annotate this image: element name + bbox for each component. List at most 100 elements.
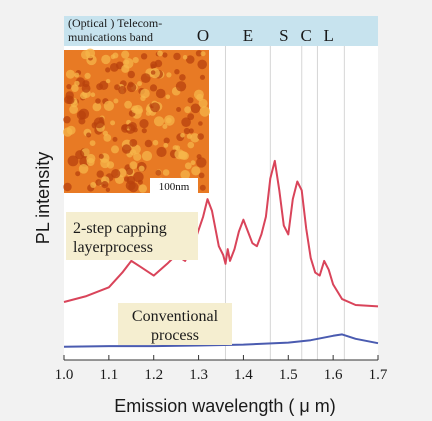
afm-grain [190, 103, 201, 114]
afm-grain [144, 139, 153, 148]
afm-grain [112, 136, 118, 142]
afm-grain [174, 149, 185, 160]
afm-grain [176, 107, 182, 112]
afm-grain [175, 81, 187, 92]
x-tick-label: 1.5 [279, 367, 298, 383]
afm-grain [105, 187, 111, 192]
afm-grain [140, 88, 150, 99]
afm-grain [149, 84, 158, 92]
afm-grain [90, 182, 97, 188]
afm-grain [113, 98, 119, 104]
afm-grain [162, 52, 168, 58]
annotation-conventional-line: Conventional [132, 308, 219, 325]
annotation-box-conventional [118, 303, 232, 345]
afm-grain [86, 153, 96, 164]
band-letter-E: E [243, 26, 253, 45]
afm-grain [92, 102, 102, 112]
afm-grain [138, 184, 147, 193]
afm-grain [95, 179, 102, 186]
afm-grain [121, 144, 132, 154]
afm-grain [150, 64, 156, 70]
afm-grain [187, 141, 195, 149]
band-header-label: (Optical ) Telecom-munications band [68, 16, 162, 44]
afm-grain [157, 50, 163, 57]
afm-grain [156, 146, 167, 158]
afm-grain [124, 100, 132, 109]
afm-grain [121, 50, 130, 59]
afm-grain [199, 184, 206, 191]
afm-grain [190, 133, 200, 143]
scale-bar [168, 194, 178, 197]
afm-grain [103, 100, 114, 111]
afm-grain [98, 153, 104, 159]
x-tick-label: 1.3 [189, 367, 208, 383]
afm-grain [198, 172, 205, 179]
y-axis-label: PL intensity [33, 152, 53, 244]
series-layer [63, 159, 379, 348]
afm-grain [187, 97, 194, 104]
afm-grain [71, 84, 79, 92]
afm-inset: 100nm [62, 48, 210, 197]
afm-grain [163, 137, 170, 144]
afm-grain [63, 182, 72, 192]
afm-grain [197, 59, 207, 70]
afm-grain [184, 162, 192, 170]
afm-grain [180, 170, 190, 180]
afm-grain [163, 142, 169, 148]
afm-grain [179, 74, 186, 81]
afm-grain [74, 80, 80, 87]
afm-grain [63, 116, 71, 124]
afm-grain [162, 169, 170, 176]
afm-grain [185, 55, 195, 64]
afm-grain [150, 102, 161, 113]
afm-grain [174, 69, 180, 75]
afm-grain [129, 161, 138, 170]
afm-grain [90, 92, 96, 97]
afm-grain [86, 132, 92, 138]
afm-grain [110, 120, 116, 126]
annotation-two-step-line: layerprocess [73, 239, 153, 256]
afm-grain [69, 105, 78, 114]
afm-grain [76, 110, 86, 120]
afm-grain [197, 133, 204, 140]
afm-grain [62, 127, 73, 137]
band-letter-S: S [279, 26, 288, 45]
band-header: (Optical ) Telecom-munications band O E S C L [64, 16, 378, 46]
afm-grain [109, 63, 119, 72]
afm-grain [75, 171, 81, 177]
afm-grain [125, 167, 134, 175]
afm-grain [105, 78, 111, 84]
afm-grain [67, 155, 79, 167]
afm-grain [196, 157, 207, 168]
afm-grain [198, 98, 208, 108]
afm-grain [182, 55, 188, 60]
afm-grain [191, 166, 201, 176]
afm-grain [181, 117, 191, 127]
scale-bar-label-box [150, 178, 198, 194]
afm-grain [105, 67, 111, 73]
afm-grain [124, 59, 130, 65]
band-letter-L: L [323, 26, 333, 45]
band-header-label-line: (Optical ) Telecom- [68, 16, 162, 30]
afm-grain [111, 145, 119, 154]
afm-grain [153, 116, 165, 127]
scale-bar-label: 100nm [159, 181, 190, 193]
afm-grain [84, 72, 91, 79]
axes: 1.0 1.1 1.2 1.3 1.4 1.5 1.6 1.7 Emission wavelen… [33, 152, 388, 416]
afm-grain [199, 106, 210, 117]
afm-grain [133, 171, 144, 183]
afm-grain [199, 74, 206, 80]
afm-grain [164, 115, 175, 126]
band-letter-O: O [197, 26, 209, 45]
afm-grain [152, 139, 159, 146]
afm-grain [121, 64, 130, 73]
x-tick-label: 1.7 [369, 367, 388, 383]
afm-grain [141, 128, 147, 134]
afm-grain [100, 158, 110, 169]
afm-grain [141, 150, 153, 162]
annotation-box-two-step [66, 212, 198, 260]
afm-grain [198, 121, 203, 126]
afm-grain [112, 52, 119, 59]
band-header-label-line: munications band [68, 30, 153, 44]
